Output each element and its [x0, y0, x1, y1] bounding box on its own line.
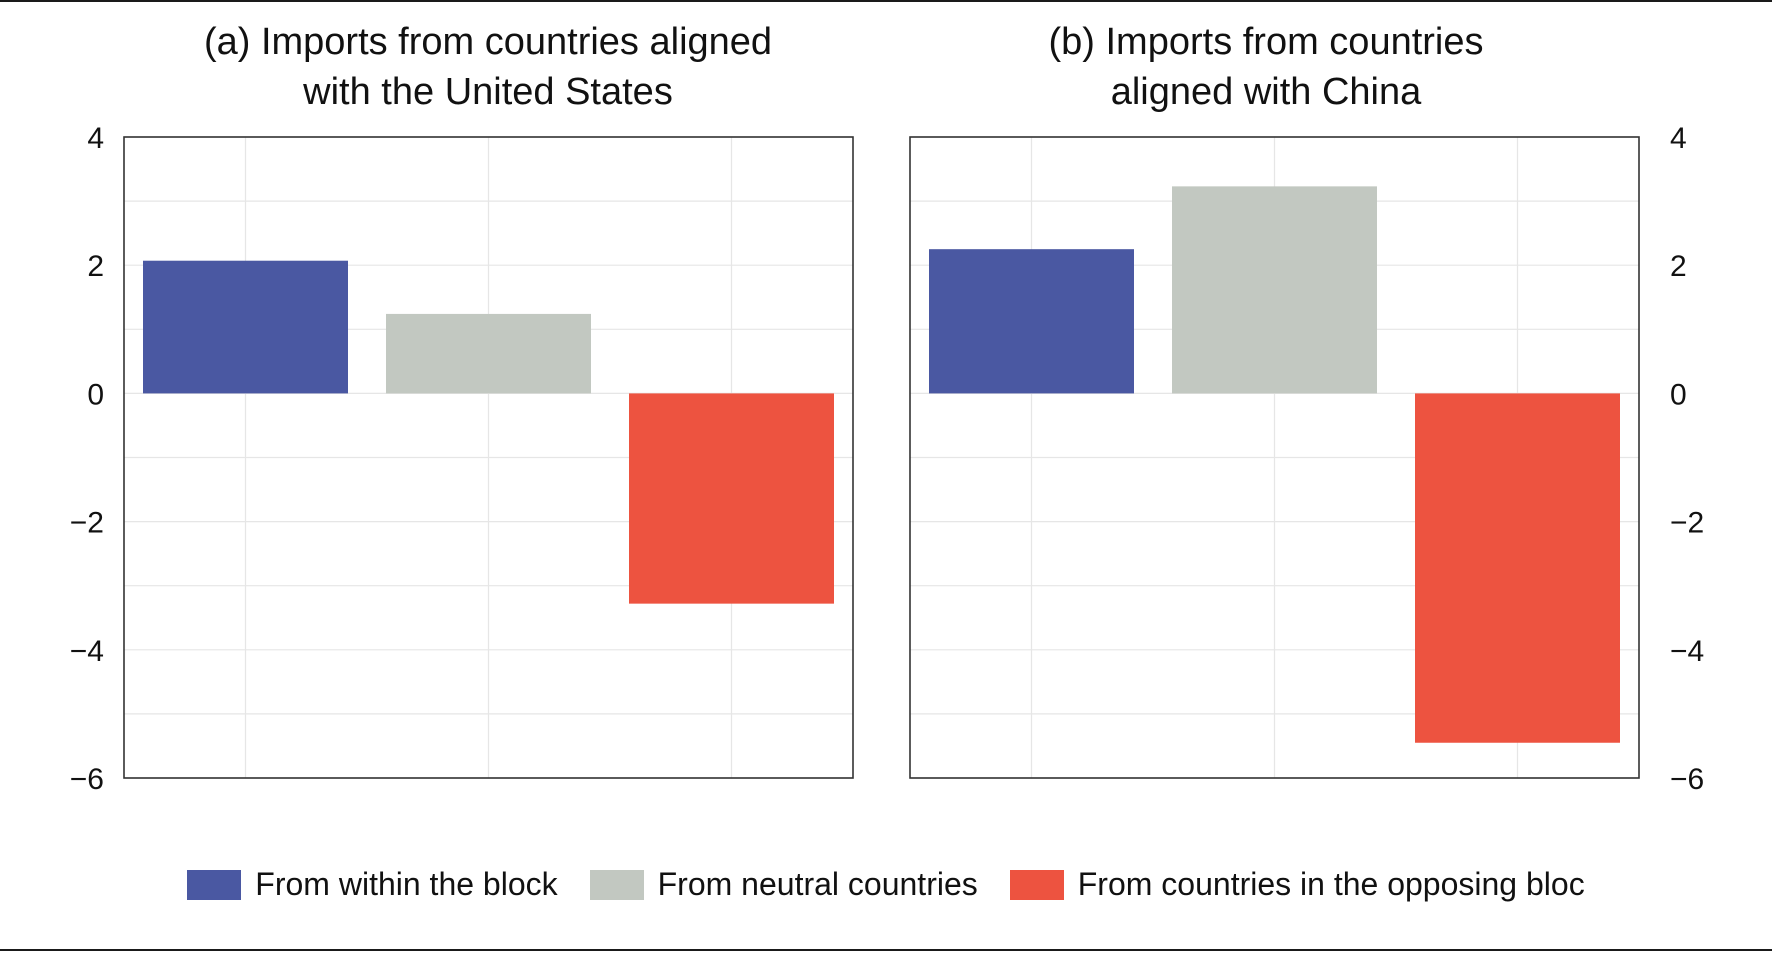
- legend-swatch-opposing: [1009, 869, 1064, 900]
- bar-neutral: [1172, 186, 1377, 394]
- panel-title-line: aligned with China: [1111, 71, 1422, 113]
- chart-panel-a: (a) Imports from countries aligned with t…: [70, 21, 854, 796]
- plot-frame: [909, 136, 1640, 779]
- panel-title-line: (a) Imports from countries aligned: [204, 21, 772, 63]
- legend-swatch-within: [187, 869, 242, 900]
- y-tick-label: 2: [87, 250, 104, 283]
- legend-item-neutral: From neutral countries: [589, 866, 978, 903]
- legend-label-within: From within the block: [255, 866, 558, 902]
- y-tick-label: 2: [1670, 250, 1687, 283]
- top-rule: [0, 0, 1772, 2]
- y-tick-label: 4: [87, 122, 104, 155]
- y-tick-label: −4: [70, 635, 104, 668]
- bar-opposing-bloc: [1415, 393, 1620, 743]
- y-tick-label: −2: [70, 507, 104, 540]
- y-tick-label: 0: [87, 378, 104, 411]
- legend-item-opposing: From countries in the opposing bloc: [1009, 866, 1585, 903]
- panel-title-line: with the United States: [302, 71, 673, 113]
- y-tick-label: −4: [1670, 635, 1704, 668]
- charts-canvas: (a) Imports from countries aligned with t…: [70, 21, 1704, 796]
- y-tick-label: −2: [1670, 507, 1704, 540]
- bar-within-block: [143, 260, 348, 394]
- legend: From within the block From neutral count…: [0, 866, 1772, 903]
- y-tick-label: −6: [1670, 763, 1704, 796]
- legend-label-opposing: From countries in the opposing bloc: [1077, 866, 1585, 902]
- bar-within-block: [929, 249, 1134, 394]
- legend-swatch-neutral: [589, 869, 644, 900]
- y-tick-label: 4: [1670, 122, 1687, 155]
- bottom-rule: [0, 949, 1772, 951]
- legend-item-within: From within the block: [187, 866, 558, 903]
- legend-label-neutral: From neutral countries: [657, 866, 978, 902]
- plot-frame: [123, 136, 854, 779]
- chart-panel-b: (b) Imports from countries aligned with C…: [909, 21, 1704, 796]
- y-tick-label: −6: [70, 763, 104, 796]
- y-tick-label: 0: [1670, 378, 1687, 411]
- bar-neutral: [386, 313, 591, 394]
- panel-title-line: (b) Imports from countries: [1049, 21, 1484, 63]
- bar-opposing-bloc: [629, 393, 834, 604]
